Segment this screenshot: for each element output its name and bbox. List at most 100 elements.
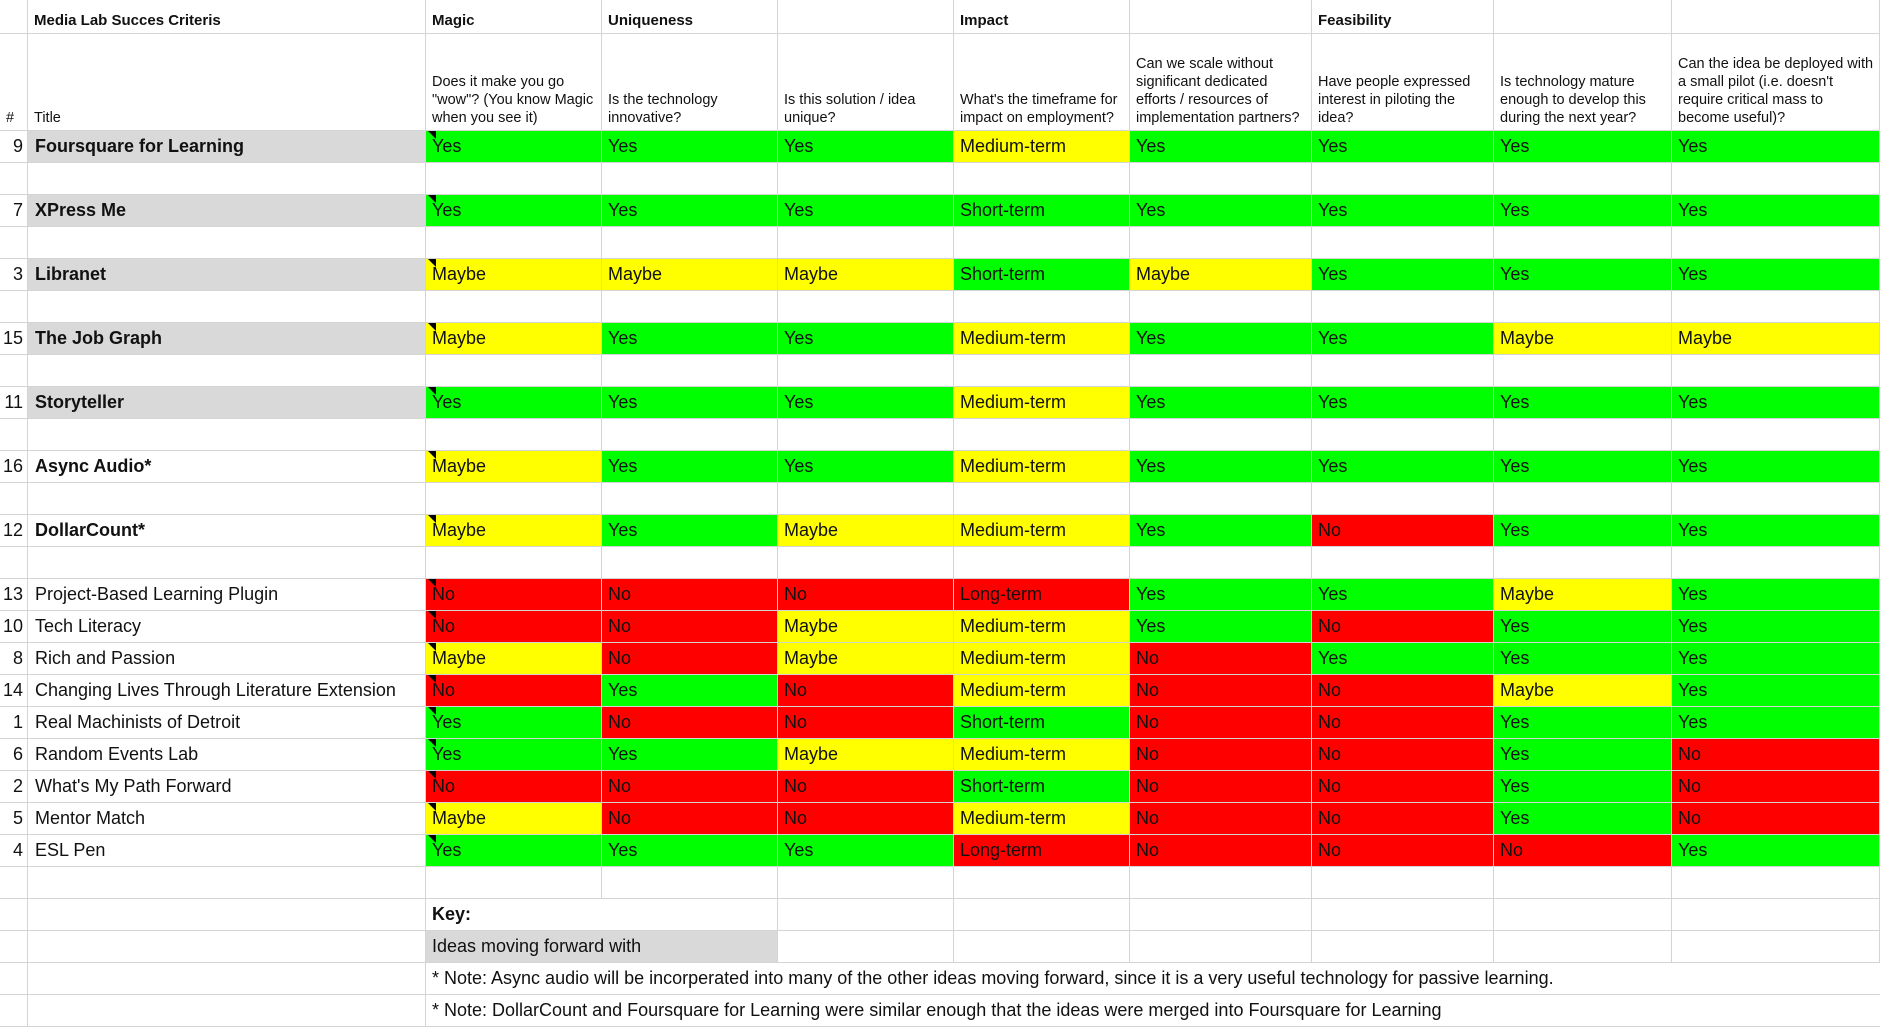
empty-cell[interactable] [602, 483, 778, 515]
empty-cell[interactable] [0, 483, 28, 515]
empty-cell[interactable] [1312, 867, 1494, 899]
criteria-value-cell[interactable]: Yes [1672, 131, 1880, 163]
criteria-value-cell[interactable]: Yes [602, 131, 778, 163]
row-number[interactable]: 3 [0, 259, 28, 291]
criteria-value-cell[interactable]: Yes [1494, 611, 1672, 643]
empty-cell[interactable] [1672, 547, 1880, 579]
empty-cell[interactable] [954, 867, 1130, 899]
note-async-audio[interactable]: * Note: Async audio will be incorperated… [426, 963, 1880, 995]
question-header[interactable]: Have people expressed interest in piloti… [1312, 34, 1494, 131]
criteria-value-cell[interactable]: Short-term [954, 707, 1130, 739]
note-dollarcount[interactable]: * Note: DollarCount and Foursquare for L… [426, 995, 1880, 1027]
empty-cell[interactable] [1672, 291, 1880, 323]
empty-cell[interactable] [1130, 291, 1312, 323]
empty-cell[interactable] [0, 419, 28, 451]
criteria-value-cell[interactable]: No [1312, 739, 1494, 771]
criteria-value-cell[interactable]: Yes [778, 131, 954, 163]
header-cell-empty[interactable] [1494, 0, 1672, 34]
criteria-value-cell[interactable]: Yes [426, 739, 602, 771]
criteria-value-cell[interactable]: Maybe [426, 451, 602, 483]
empty-cell[interactable] [28, 963, 426, 995]
empty-cell[interactable] [1130, 547, 1312, 579]
criteria-value-cell[interactable]: No [1312, 803, 1494, 835]
empty-cell[interactable] [1494, 291, 1672, 323]
empty-cell[interactable] [1672, 899, 1880, 931]
column-header-title[interactable]: Title [28, 34, 426, 131]
criteria-value-cell[interactable]: Medium-term [954, 643, 1130, 675]
criteria-value-cell[interactable]: No [1312, 707, 1494, 739]
question-header[interactable]: Is this solution / idea unique? [778, 34, 954, 131]
empty-cell[interactable] [602, 163, 778, 195]
empty-cell[interactable] [426, 483, 602, 515]
empty-cell[interactable] [0, 995, 28, 1027]
criteria-value-cell[interactable]: No [1312, 675, 1494, 707]
empty-cell[interactable] [778, 355, 954, 387]
empty-cell[interactable] [1312, 547, 1494, 579]
criteria-value-cell[interactable]: Medium-term [954, 515, 1130, 547]
criteria-value-cell[interactable]: Maybe [1494, 675, 1672, 707]
empty-cell[interactable] [954, 355, 1130, 387]
empty-cell[interactable] [1312, 355, 1494, 387]
idea-title[interactable]: Foursquare for Learning [28, 131, 426, 163]
header-cell-empty[interactable] [1672, 0, 1880, 34]
criteria-value-cell[interactable]: Yes [602, 515, 778, 547]
criteria-value-cell[interactable]: No [1672, 739, 1880, 771]
criteria-value-cell[interactable]: No [778, 675, 954, 707]
row-number[interactable]: 10 [0, 611, 28, 643]
criteria-value-cell[interactable]: Yes [1672, 707, 1880, 739]
criteria-value-cell[interactable]: Yes [778, 387, 954, 419]
criteria-value-cell[interactable]: Maybe [778, 643, 954, 675]
criteria-value-cell[interactable]: No [1312, 515, 1494, 547]
criteria-value-cell[interactable]: Medium-term [954, 611, 1130, 643]
criteria-value-cell[interactable]: No [602, 803, 778, 835]
criteria-value-cell[interactable]: Yes [1312, 579, 1494, 611]
idea-title[interactable]: Changing Lives Through Literature Extens… [28, 675, 426, 707]
question-header[interactable]: What's the timeframe for impact on emplo… [954, 34, 1130, 131]
criteria-value-cell[interactable]: Medium-term [954, 675, 1130, 707]
criteria-value-cell[interactable]: Yes [1494, 131, 1672, 163]
header-cell-empty[interactable] [1130, 0, 1312, 34]
category-header-uniqueness[interactable]: Uniqueness [602, 0, 778, 34]
empty-cell[interactable] [778, 163, 954, 195]
criteria-value-cell[interactable]: No [426, 675, 602, 707]
empty-cell[interactable] [954, 419, 1130, 451]
criteria-value-cell[interactable]: Yes [778, 451, 954, 483]
criteria-value-cell[interactable]: No [1130, 643, 1312, 675]
criteria-value-cell[interactable]: Medium-term [954, 387, 1130, 419]
criteria-value-cell[interactable]: Maybe [1130, 259, 1312, 291]
empty-cell[interactable] [1312, 899, 1494, 931]
row-number[interactable]: 9 [0, 131, 28, 163]
criteria-value-cell[interactable]: No [1130, 835, 1312, 867]
empty-cell[interactable] [1130, 163, 1312, 195]
empty-cell[interactable] [1494, 163, 1672, 195]
criteria-value-cell[interactable]: No [1130, 803, 1312, 835]
row-number[interactable]: 6 [0, 739, 28, 771]
empty-cell[interactable] [954, 227, 1130, 259]
empty-cell[interactable] [1130, 419, 1312, 451]
criteria-value-cell[interactable]: Yes [1672, 451, 1880, 483]
criteria-value-cell[interactable]: Yes [602, 323, 778, 355]
empty-cell[interactable] [602, 547, 778, 579]
empty-cell[interactable] [28, 899, 426, 931]
criteria-value-cell[interactable]: Yes [1312, 643, 1494, 675]
empty-cell[interactable] [1312, 227, 1494, 259]
criteria-value-cell[interactable]: Maybe [778, 259, 954, 291]
empty-cell[interactable] [426, 355, 602, 387]
empty-cell[interactable] [426, 163, 602, 195]
sheet-title[interactable]: Media Lab Succes Criteris [28, 0, 426, 34]
category-header-feasibility[interactable]: Feasibility [1312, 0, 1494, 34]
criteria-value-cell[interactable]: No [1130, 707, 1312, 739]
empty-cell[interactable] [0, 355, 28, 387]
empty-cell[interactable] [1130, 867, 1312, 899]
criteria-value-cell[interactable]: No [1130, 739, 1312, 771]
criteria-value-cell[interactable]: No [1130, 675, 1312, 707]
criteria-value-cell[interactable]: Medium-term [954, 323, 1130, 355]
empty-cell[interactable] [1494, 355, 1672, 387]
criteria-value-cell[interactable]: Yes [1672, 643, 1880, 675]
criteria-value-cell[interactable]: Medium-term [954, 131, 1130, 163]
row-number[interactable]: 1 [0, 707, 28, 739]
question-header[interactable]: Can we scale without significant dedicat… [1130, 34, 1312, 131]
empty-cell[interactable] [28, 291, 426, 323]
empty-cell[interactable] [28, 931, 426, 963]
criteria-value-cell[interactable]: Yes [1494, 259, 1672, 291]
